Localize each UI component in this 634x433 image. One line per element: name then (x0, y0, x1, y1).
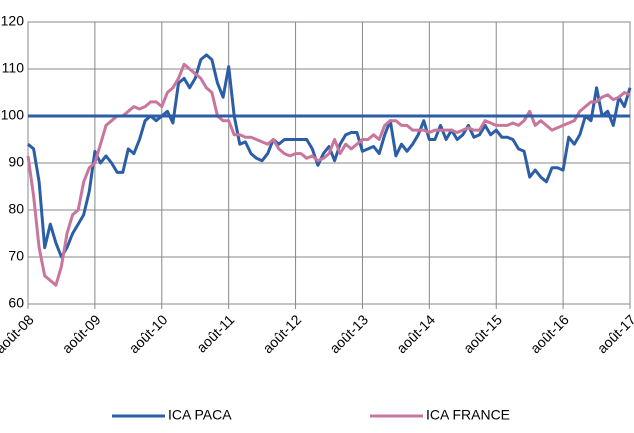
y-tick-label: 80 (8, 201, 24, 217)
x-tick-label: août-15 (460, 311, 505, 356)
x-tick-label: août-13 (326, 311, 371, 356)
y-tick-label: 100 (1, 107, 25, 123)
x-tick-label: août-09 (59, 311, 104, 356)
x-tick-label: août-08 (0, 311, 37, 356)
x-tick-label: août-12 (259, 311, 304, 356)
y-tick-label: 70 (8, 248, 24, 264)
legend-label: ICA FRANCE (426, 407, 510, 423)
x-tick-label: août-10 (126, 311, 171, 356)
x-tick-label: août-11 (193, 311, 237, 355)
y-tick-label: 110 (2, 60, 25, 76)
x-tick-label: août-16 (527, 311, 572, 356)
y-tick-label: 120 (1, 13, 25, 29)
x-tick-label: août-17 (594, 311, 634, 356)
y-tick-label: 60 (8, 295, 24, 311)
series-line (27, 53, 632, 259)
series-line (26, 62, 631, 287)
legend-label: ICA PACA (168, 407, 232, 423)
y-tick-label: 90 (8, 154, 24, 170)
x-tick-label: août-14 (393, 311, 438, 356)
